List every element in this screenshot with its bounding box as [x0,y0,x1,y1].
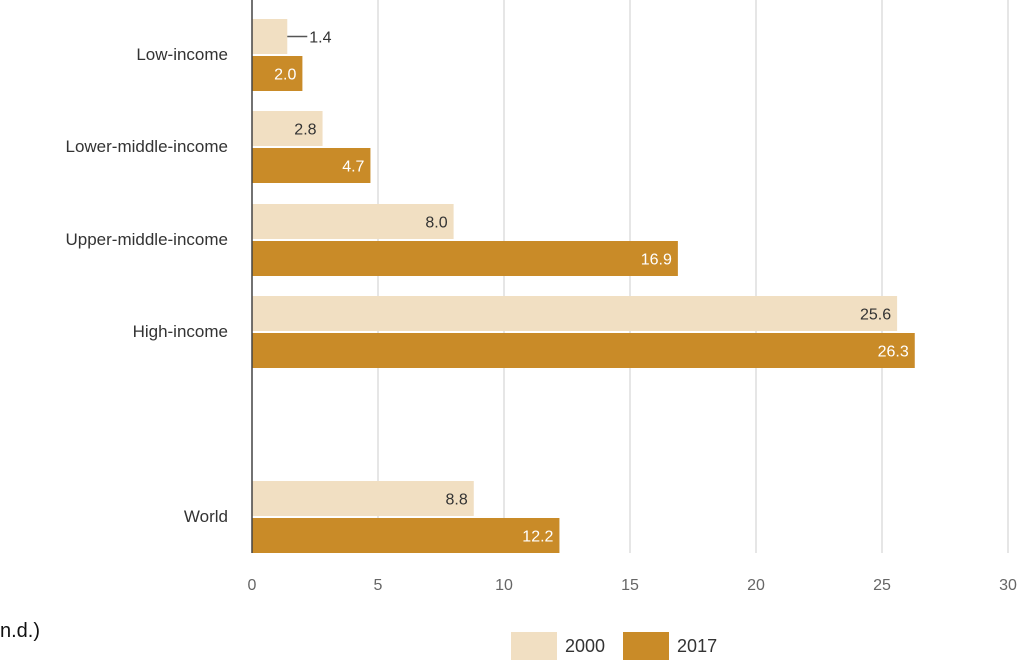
category-label: High-income [133,322,228,341]
legend: 2000 2017 [511,632,735,660]
data-label: 1.4 [309,30,331,47]
legend-label-2017: 2017 [677,635,718,656]
category-label: World [184,507,228,526]
gridlines [377,0,1009,553]
data-labels: 1.4 2.0 2.8 4.7 8.0 16.9 25.6 26.3 8.8 12.2 [274,30,909,546]
legend-item-2000: 2000 [511,632,605,660]
data-label: 8.8 [446,492,468,509]
x-tick-label: 5 [374,577,383,594]
bar-2000-upper-middle-income [252,204,454,239]
data-label: 25.6 [860,307,891,324]
data-label: 2.0 [274,67,296,84]
legend-item-2017: 2017 [623,632,717,660]
bar-2017-world [252,518,560,553]
x-tick-label: 25 [873,577,891,594]
bar-2017-high-income [252,333,915,368]
bar-2000-world [252,481,474,516]
bar-2017-lower-middle-income [252,148,371,183]
x-axis-ticks: 0 5 10 15 20 25 30 [248,577,1017,594]
x-tick-label: 30 [999,577,1017,594]
data-label: 8.0 [425,215,447,232]
bars [252,19,915,553]
x-tick-label: 15 [621,577,639,594]
data-label: 26.3 [878,344,909,361]
x-tick-label: 10 [495,577,513,594]
legend-swatch-2017 [623,632,670,660]
legend-label-2000: 2000 [565,635,606,656]
category-label: Lower-middle-income [65,137,228,156]
category-labels: Low-income Lower-middle-income Upper-middl… [65,45,228,526]
x-tick-label: 0 [248,577,257,594]
bar-2017-low-income [252,56,303,91]
category-label: Upper-middle-income [65,230,228,249]
data-label: 4.7 [342,159,364,176]
bar-2000-lower-middle-income [252,111,323,146]
bar-chart: 1.4 2.0 2.8 4.7 8.0 16.9 25.6 26.3 8.8 12.2 Low-i… [65,0,1017,594]
bar-2000-low-income [252,19,288,54]
bar-2017-upper-middle-income [252,241,678,276]
data-label: 2.8 [294,122,316,139]
legend-swatch-2000 [511,632,557,660]
footnote: n.d.) [0,620,41,642]
data-label: 16.9 [641,252,672,269]
data-label: 12.2 [522,529,553,546]
x-tick-label: 20 [747,577,765,594]
bar-2000-high-income [252,296,898,331]
category-label: Low-income [136,45,228,64]
